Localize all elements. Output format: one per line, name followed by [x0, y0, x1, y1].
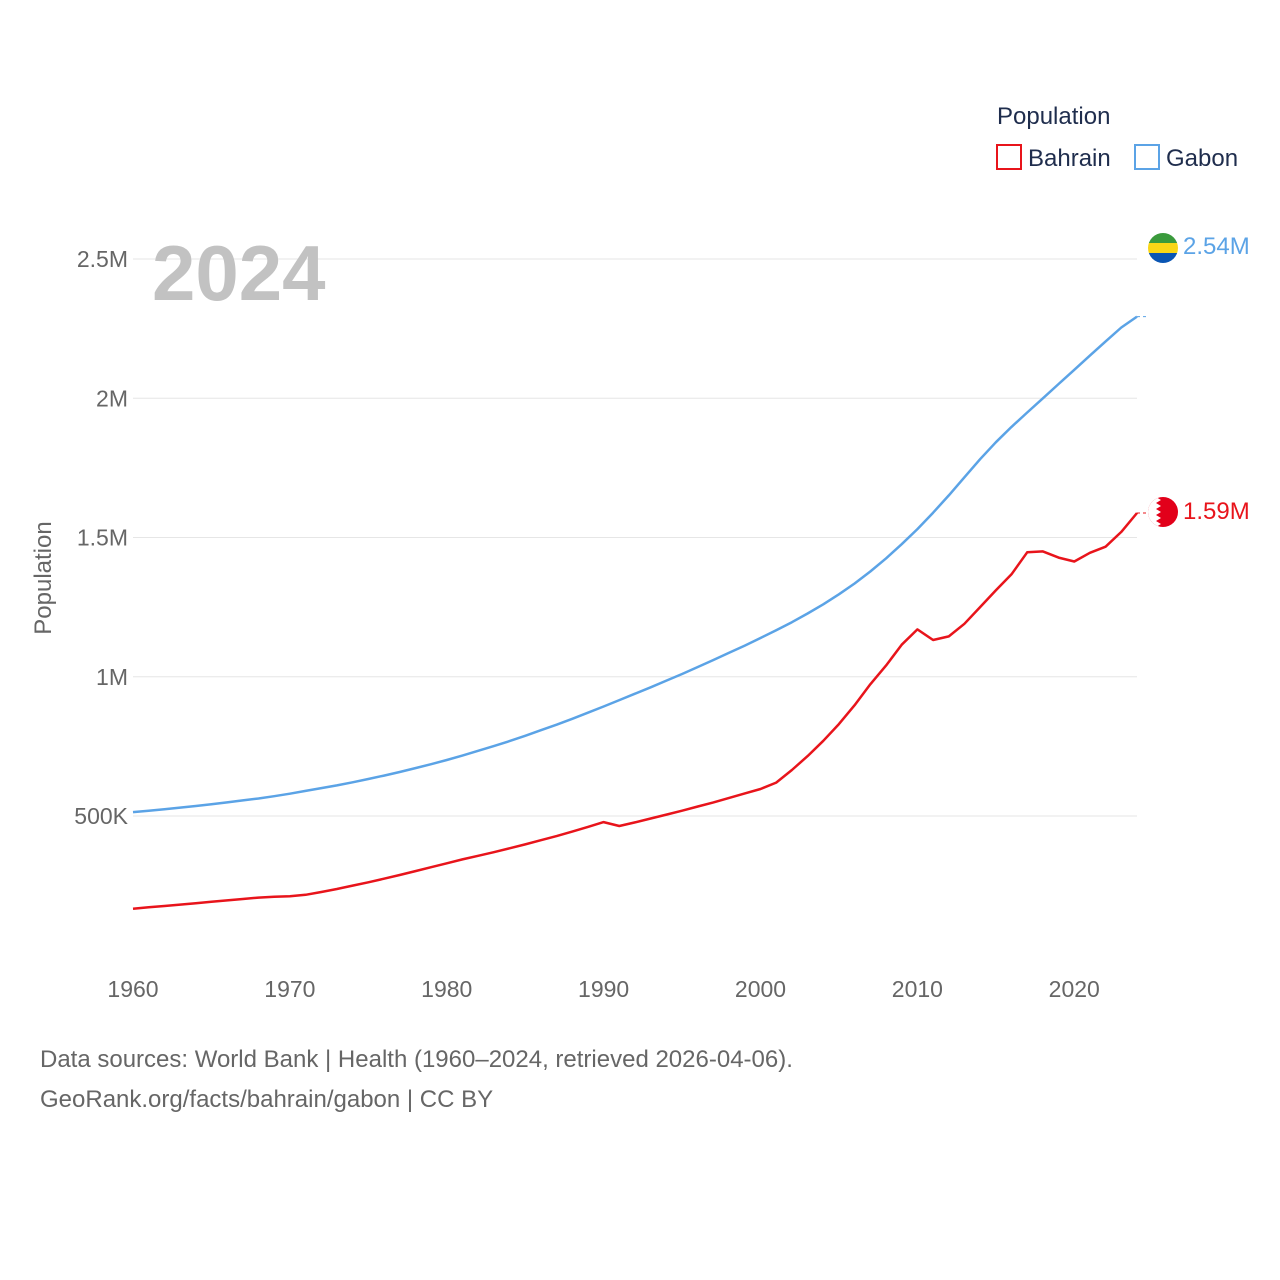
bahrain-flag-icon [1148, 497, 1178, 527]
x-tick-label: 2010 [892, 976, 943, 1002]
end-label-gabon: 2.54M [1183, 233, 1250, 260]
x-tick-label: 2000 [735, 976, 786, 1002]
legend: Population Bahrain Gabon [996, 103, 1238, 172]
year-label: 2024 [152, 229, 326, 317]
series-lines [132, 315, 1148, 910]
legend-label-bahrain: Bahrain [1028, 145, 1111, 172]
y-axis-ticks: 500K 1M 1.5M 2M 2.5M [74, 246, 128, 829]
source-note: Data sources: World Bank | Health (1960–… [40, 1040, 793, 1120]
x-tick-label: 2020 [1049, 976, 1100, 1002]
end-label-bahrain: 1.59M [1183, 498, 1250, 525]
legend-label-gabon: Gabon [1166, 145, 1238, 172]
y-tick-label: 1.5M [77, 525, 128, 551]
source-line-2[interactable]: GeoRank.org/facts/bahrain/gabon | CC BY [40, 1086, 494, 1113]
series-line-bahrain[interactable] [132, 512, 1138, 910]
series-line-gabon[interactable] [132, 315, 1138, 814]
source-line-1: Data sources: World Bank | Health (1960–… [40, 1046, 793, 1073]
legend-title: Population [997, 103, 1110, 130]
y-tick-label: 500K [74, 803, 128, 829]
grid-lines [133, 258, 1137, 817]
y-tick-label: 2.5M [77, 246, 128, 272]
y-tick-label: 1M [96, 664, 128, 690]
x-tick-label: 1960 [107, 976, 158, 1002]
x-tick-label: 1990 [578, 976, 629, 1002]
x-axis-ticks: 1960 1970 1980 1990 2000 2010 2020 [107, 976, 1099, 1002]
legend-swatch-gabon [1134, 144, 1160, 170]
x-tick-label: 1970 [264, 976, 315, 1002]
y-axis-label: Population [30, 521, 57, 634]
legend-item-bahrain[interactable]: Bahrain [996, 144, 1111, 172]
legend-swatch-bahrain [996, 144, 1022, 170]
gabon-flag-icon [1148, 233, 1178, 263]
legend-item-gabon[interactable]: Gabon [1134, 144, 1238, 172]
y-tick-label: 2M [96, 385, 128, 411]
x-tick-label: 1980 [421, 976, 472, 1002]
